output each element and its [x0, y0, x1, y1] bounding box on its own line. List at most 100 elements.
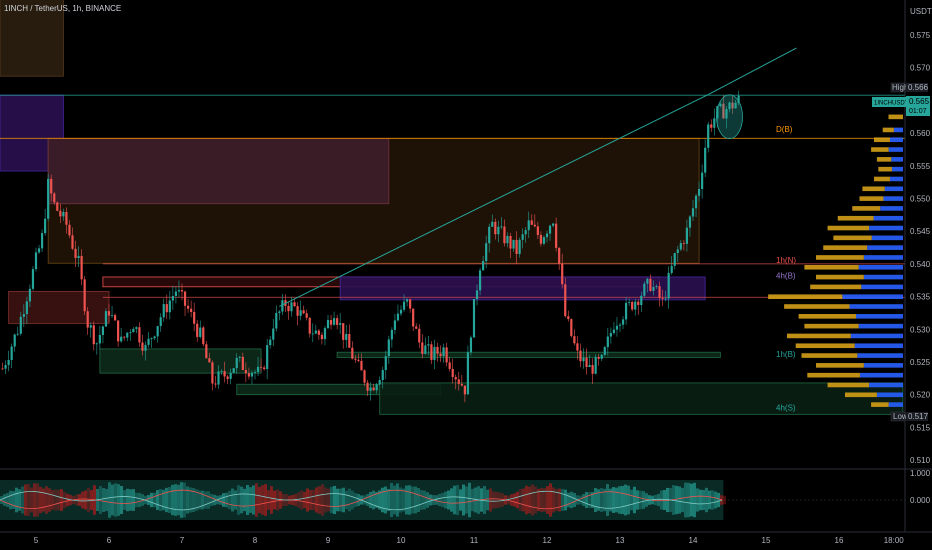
candle-body: [530, 220, 533, 225]
candle-body: [539, 234, 543, 244]
osc-segment: [351, 490, 354, 510]
osc-segment: [447, 490, 450, 510]
candle: [4, 360, 7, 375]
osc-segment: [312, 489, 315, 511]
time-tick-label: 6: [107, 536, 112, 545]
candle-body: [171, 295, 174, 301]
osc-segment: [471, 488, 474, 512]
candle-body: [491, 221, 494, 227]
candle-body: [475, 290, 479, 300]
osc-segment: [180, 482, 183, 518]
candle: [451, 358, 454, 384]
osc-segment: [687, 482, 690, 518]
candle-body: [129, 332, 132, 334]
price-tick-label: 0.560: [910, 129, 931, 138]
ascending-trendline[interactable]: [279, 47, 797, 307]
candle: [339, 313, 342, 335]
osc-segment: [168, 487, 171, 513]
candle: [676, 245, 679, 263]
osc-segment: [240, 486, 243, 514]
candle-body: [269, 339, 272, 346]
candle-body: [345, 333, 348, 340]
osc-segment: [111, 484, 114, 516]
candle-body: [555, 223, 558, 248]
price-tick-label: 0.515: [910, 423, 931, 432]
candle-body: [4, 365, 7, 369]
candle: [299, 300, 302, 321]
osc-segment: [552, 487, 555, 513]
candle-body: [387, 339, 390, 357]
osc-segment: [396, 483, 399, 517]
candle: [269, 335, 272, 349]
candle-body: [478, 270, 482, 291]
osc-segment: [627, 485, 630, 515]
osc-segment: [393, 485, 396, 515]
candle: [637, 299, 640, 315]
osc-segment: [501, 493, 504, 507]
osc-segment: [9, 490, 12, 510]
osc-segment: [462, 484, 465, 516]
zone-label-label_518: 4h(S): [776, 403, 796, 412]
osc-segment: [75, 494, 78, 506]
candle-body: [28, 288, 32, 302]
osc-segment: [612, 487, 615, 513]
candle: [399, 305, 403, 316]
candle-body: [713, 118, 716, 128]
candle-body: [68, 224, 71, 236]
candle: [442, 343, 445, 363]
candle: [59, 203, 62, 224]
osc-segment: [126, 488, 129, 512]
profile-bar-down-21: [856, 314, 903, 319]
candle-body: [98, 334, 101, 344]
candle-body: [512, 239, 515, 249]
candle: [439, 345, 442, 363]
candle-body: [624, 302, 628, 320]
candle-body: [135, 327, 138, 329]
candle-body: [208, 358, 211, 363]
osc-segment: [594, 487, 597, 513]
volume-profile: [768, 101, 903, 407]
candle-body: [609, 333, 612, 337]
osc-segment: [15, 487, 18, 513]
candle-body: [545, 233, 549, 238]
time-axis-ticks[interactable]: 5 6 7 8 9 10 11 12 13 14 15 16 18:00: [34, 536, 905, 545]
candle-body: [281, 300, 284, 312]
candle-body: [150, 338, 153, 340]
candle: [719, 101, 722, 108]
osc-segment: [435, 495, 438, 505]
profile-bar-down-27: [859, 372, 903, 378]
candle: [433, 339, 436, 370]
low-value: 0.517: [908, 412, 929, 421]
candle-body: [518, 239, 521, 254]
candle-body: [47, 178, 50, 219]
candle: [594, 354, 597, 375]
osc-segment: [309, 489, 312, 511]
candle-body: [561, 263, 564, 285]
candle: [13, 333, 16, 352]
price-tick-label: 0.510: [910, 456, 931, 465]
candle: [345, 325, 348, 348]
candle: [205, 340, 208, 359]
candle: [56, 201, 59, 212]
candle: [354, 354, 357, 363]
candle: [68, 220, 71, 239]
candle-body: [485, 243, 488, 262]
osc-segment: [708, 490, 711, 510]
profile-bar-down-14: [867, 245, 903, 250]
osc-segment: [663, 490, 666, 510]
candle: [293, 298, 296, 308]
trendline-layer[interactable]: [279, 47, 797, 307]
candle-body: [138, 327, 141, 343]
price-tick-label: 0.555: [910, 162, 931, 171]
osc-segment: [498, 492, 501, 508]
time-tick-label: 13: [616, 536, 625, 545]
candle: [615, 317, 619, 337]
candle-body: [564, 284, 567, 317]
candle-body: [25, 301, 28, 315]
candle-body: [503, 226, 506, 244]
candle: [193, 302, 196, 332]
osc-segment: [207, 491, 210, 509]
candle-body: [278, 311, 281, 313]
candle: [177, 280, 181, 298]
